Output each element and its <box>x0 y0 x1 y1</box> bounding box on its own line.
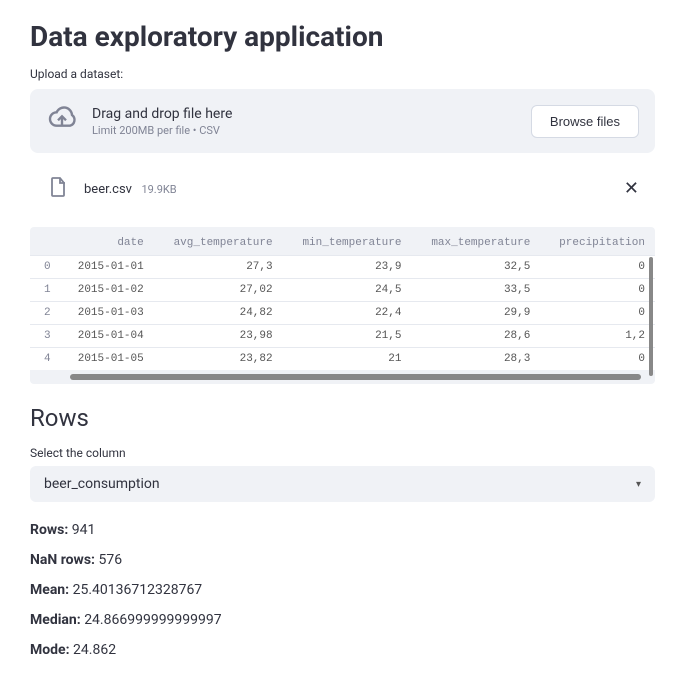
col-avg-temperature[interactable]: avg_temperature <box>154 231 283 256</box>
file-dropzone[interactable]: Drag and drop file here Limit 200MB per … <box>30 89 655 153</box>
table-cell: 1 <box>30 279 61 302</box>
stat-mode-label: Mode: <box>30 642 70 658</box>
select-column-label: Select the column <box>30 446 655 460</box>
column-select-value: beer_consumption <box>44 476 160 492</box>
table-cell: 2015-01-04 <box>61 325 154 348</box>
stat-mean: Mean: 25.40136712328767 <box>30 582 655 598</box>
table-cell: 28,6 <box>411 325 540 348</box>
table-cell: 23,82 <box>154 348 283 371</box>
table-cell: 21,5 <box>283 325 412 348</box>
rows-heading: Rows <box>30 404 655 432</box>
stat-rows-value: 941 <box>72 522 96 538</box>
table-cell: 0 <box>540 348 655 371</box>
table-cell: 2 <box>30 302 61 325</box>
data-table: date avg_temperature min_temperature max… <box>30 231 655 370</box>
chevron-down-icon: ▾ <box>636 479 641 490</box>
vertical-scrollbar[interactable] <box>649 257 653 376</box>
table-cell: 27,3 <box>154 256 283 279</box>
file-icon <box>46 175 70 203</box>
table-cell: 29,9 <box>411 302 540 325</box>
table-cell: 2015-01-03 <box>61 302 154 325</box>
stat-mode-value: 24.862 <box>73 642 116 658</box>
stat-nan-rows: NaN rows: 576 <box>30 552 655 568</box>
table-cell: 28,3 <box>411 348 540 371</box>
table-header-row: date avg_temperature min_temperature max… <box>30 231 655 256</box>
table-cell: 2015-01-01 <box>61 256 154 279</box>
col-precipitation[interactable]: precipitation <box>540 231 655 256</box>
table-cell: 2015-01-05 <box>61 348 154 371</box>
stat-mode: Mode: 24.862 <box>30 642 655 658</box>
cloud-upload-icon <box>46 103 78 139</box>
file-size: 19.9KB <box>141 183 176 196</box>
table-cell: 23,9 <box>283 256 412 279</box>
upload-label: Upload a dataset: <box>30 67 655 81</box>
data-table-container: date avg_temperature min_temperature max… <box>30 227 655 384</box>
table-row: 12015-01-0227,0224,533,50 <box>30 279 655 302</box>
table-cell: 0 <box>540 302 655 325</box>
table-cell: 32,5 <box>411 256 540 279</box>
file-name: beer.csv 19.9KB <box>84 181 177 197</box>
table-cell: 27,02 <box>154 279 283 302</box>
stat-rows-label: Rows: <box>30 522 68 538</box>
page-title: Data exploratory application <box>30 20 655 53</box>
table-cell: 23,98 <box>154 325 283 348</box>
table-cell: 2015-01-02 <box>61 279 154 302</box>
dropzone-subtitle: Limit 200MB per file • CSV <box>92 124 517 137</box>
col-max-temperature[interactable]: max_temperature <box>411 231 540 256</box>
table-cell: 4 <box>30 348 61 371</box>
table-cell: 0 <box>540 256 655 279</box>
table-cell: 33,5 <box>411 279 540 302</box>
stat-rows: Rows: 941 <box>30 522 655 538</box>
col-index <box>30 231 61 256</box>
remove-file-button[interactable]: ✕ <box>624 180 639 198</box>
col-min-temperature[interactable]: min_temperature <box>283 231 412 256</box>
table-cell: 22,4 <box>283 302 412 325</box>
dropzone-text: Drag and drop file here Limit 200MB per … <box>92 106 517 137</box>
uploaded-file-row: beer.csv 19.9KB ✕ <box>30 167 655 211</box>
browse-files-button[interactable]: Browse files <box>531 105 639 138</box>
table-cell: 1,2 <box>540 325 655 348</box>
stat-mean-label: Mean: <box>30 582 69 598</box>
column-select[interactable]: beer_consumption ▾ <box>30 466 655 502</box>
table-cell: 3 <box>30 325 61 348</box>
table-cell: 21 <box>283 348 412 371</box>
stat-nan-value: 576 <box>98 552 122 568</box>
dropzone-title: Drag and drop file here <box>92 106 517 122</box>
table-cell: 24,82 <box>154 302 283 325</box>
stat-nan-label: NaN rows: <box>30 552 95 568</box>
horizontal-scrollbar[interactable] <box>70 374 641 380</box>
table-row: 42015-01-0523,822128,30 <box>30 348 655 371</box>
table-cell: 0 <box>540 279 655 302</box>
col-date[interactable]: date <box>61 231 154 256</box>
table-row: 22015-01-0324,8222,429,90 <box>30 302 655 325</box>
table-cell: 0 <box>30 256 61 279</box>
stat-mean-value: 25.40136712328767 <box>73 582 203 598</box>
table-row: 32015-01-0423,9821,528,61,2 <box>30 325 655 348</box>
table-row: 02015-01-0127,323,932,50 <box>30 256 655 279</box>
table-cell: 24,5 <box>283 279 412 302</box>
